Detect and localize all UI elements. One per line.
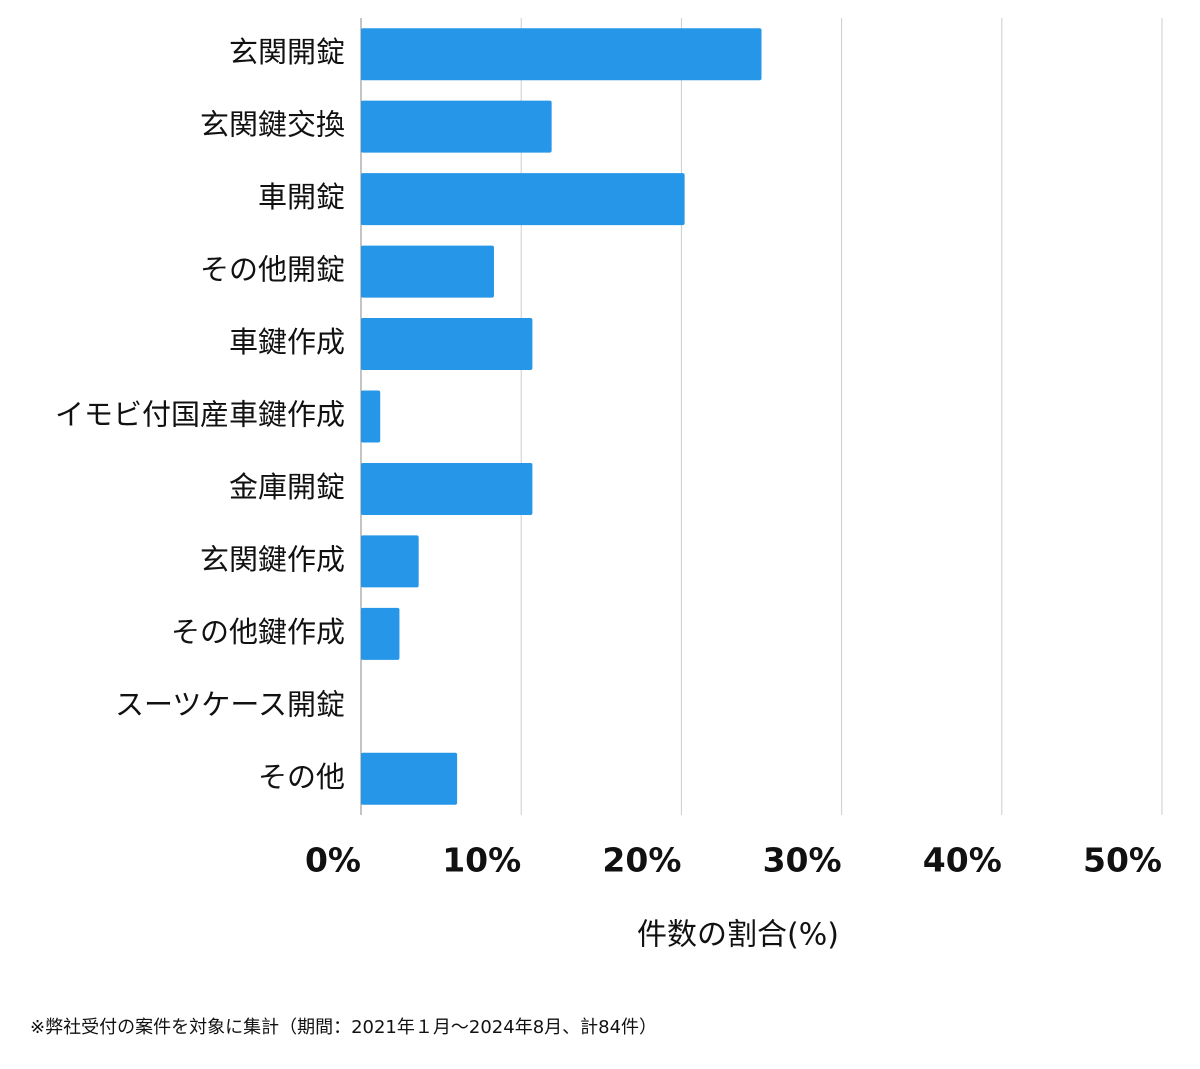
bar xyxy=(361,462,533,515)
y-tick-label: 玄関鍵交換 xyxy=(200,108,345,142)
bar xyxy=(361,173,685,226)
bar xyxy=(361,245,494,298)
footnote: ※弊社受付の案件を対象に集計（期間：2021年１月～2024年8月、計84件） xyxy=(30,1017,657,1038)
y-tick-label: 車開錠 xyxy=(258,180,345,214)
y-tick-label: イモビ付国産車鍵作成 xyxy=(55,398,345,432)
y-tick-label: その他鍵作成 xyxy=(171,615,345,649)
x-tick-label: 0% xyxy=(305,841,361,880)
bar xyxy=(361,752,458,805)
x-tick-label: 20% xyxy=(602,841,681,880)
bar xyxy=(361,390,381,443)
x-tick-label: 50% xyxy=(1083,841,1162,880)
x-tick-label: 30% xyxy=(763,841,842,880)
bar xyxy=(361,100,552,153)
bar xyxy=(361,28,762,81)
y-tick-label: 玄関鍵作成 xyxy=(200,542,345,576)
bar xyxy=(361,535,419,588)
y-tick-label: 金庫開錠 xyxy=(229,470,345,504)
y-tick-label: 車鍵作成 xyxy=(229,325,345,359)
x-tick-label: 40% xyxy=(923,841,1002,880)
y-tick-label: その他開錠 xyxy=(200,253,345,287)
y-tick-label: その他 xyxy=(258,760,345,794)
y-tick-label: 玄関開錠 xyxy=(229,35,345,69)
bar xyxy=(361,318,533,371)
bar xyxy=(361,607,400,660)
x-axis-title: 件数の割合(%) xyxy=(637,918,839,953)
y-tick-label: スーツケース開錠 xyxy=(115,687,345,721)
x-tick-label: 10% xyxy=(442,841,521,880)
